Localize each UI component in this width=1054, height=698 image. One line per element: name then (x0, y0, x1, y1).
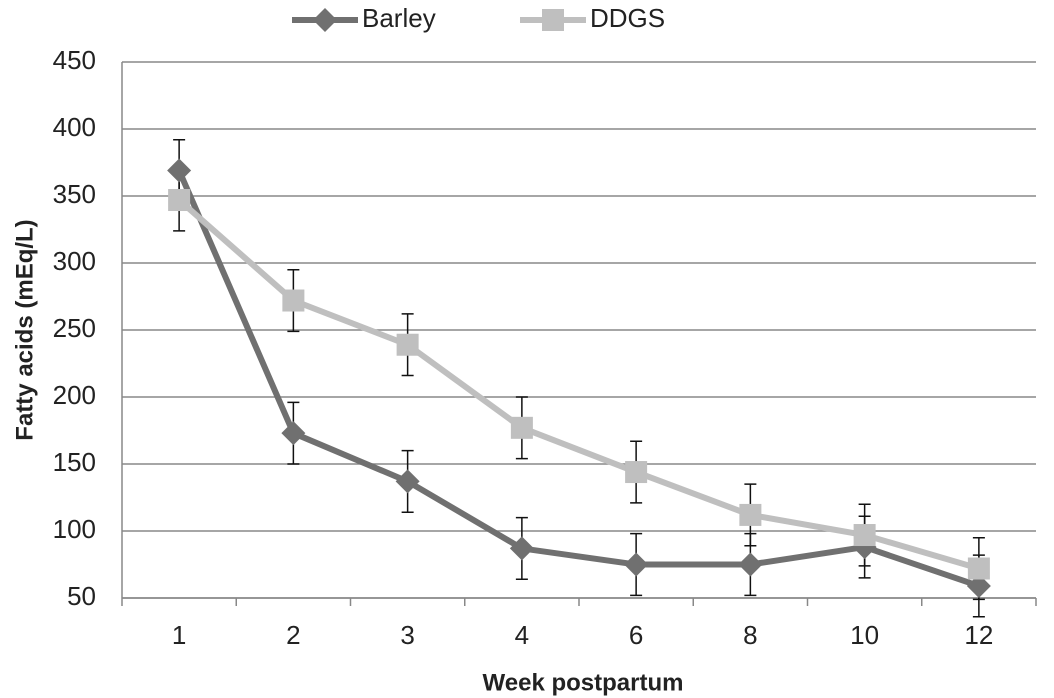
data-point (738, 552, 763, 577)
legend-label: Barley (362, 3, 436, 33)
legend-marker (313, 8, 337, 32)
data-point (967, 557, 990, 580)
data-point (624, 552, 649, 577)
legend-marker (542, 9, 564, 31)
y-tick-label: 250 (53, 313, 96, 343)
y-tick-label: 300 (53, 246, 96, 276)
y-tick-label: 150 (53, 447, 96, 477)
data-point (853, 524, 876, 547)
data-point (167, 158, 192, 183)
data-point (625, 461, 648, 484)
x-tick-label: 8 (743, 620, 757, 650)
x-tick-label: 1 (172, 620, 186, 650)
x-axis-label: Week postpartum (483, 669, 684, 696)
y-tick-label: 400 (53, 112, 96, 142)
x-tick-label: 6 (629, 620, 643, 650)
data-point (395, 469, 420, 494)
y-tick-label: 100 (53, 514, 96, 544)
data-point (510, 416, 533, 439)
series-line (176, 169, 980, 589)
x-tick-label: 10 (850, 620, 879, 650)
y-tick-label: 450 (53, 45, 96, 75)
y-tick-label: 50 (67, 581, 96, 611)
y-axis-label: Fatty acids (mEq/L) (11, 219, 38, 440)
data-point (966, 573, 991, 598)
y-tick-label: 350 (53, 179, 96, 209)
data-point (282, 289, 305, 312)
x-tick-label: 2 (286, 620, 300, 650)
data-point (168, 189, 191, 212)
data-point (509, 536, 534, 561)
data-point (739, 503, 762, 526)
x-tick-label: 12 (964, 620, 993, 650)
data-point (281, 421, 306, 446)
x-tick-label: 3 (400, 620, 414, 650)
y-tick-label: 200 (53, 380, 96, 410)
series-line (177, 197, 980, 572)
x-tick-label: 4 (515, 620, 529, 650)
data-point (396, 333, 419, 356)
legend-label: DDGS (590, 3, 665, 33)
